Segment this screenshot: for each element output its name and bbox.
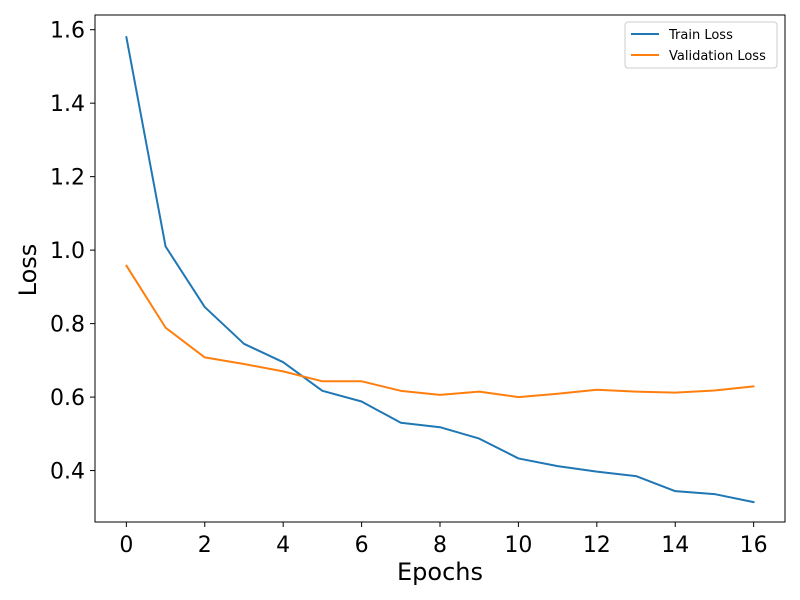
x-tick-label: 8 <box>433 533 447 558</box>
x-tick-label: 10 <box>504 533 532 558</box>
y-tick-label: 1.6 <box>50 19 85 44</box>
x-tick-label: 6 <box>355 533 369 558</box>
y-tick-label: 0.6 <box>50 386 85 411</box>
y-axis-label: Loss <box>14 244 42 297</box>
x-axis-ticks: 0 2 4 6 8 10 12 14 16 <box>119 522 768 558</box>
x-axis-label: Epochs <box>397 558 483 586</box>
y-tick-label: 1.0 <box>50 239 85 264</box>
y-tick-label: 1.2 <box>50 166 85 191</box>
series-layer <box>125 36 755 504</box>
x-tick-label: 4 <box>276 533 290 558</box>
legend-label-validation-loss: Validation Loss <box>669 49 766 64</box>
plot-area <box>94 14 786 523</box>
y-tick-label: 1.4 <box>50 92 85 117</box>
x-tick-label: 16 <box>740 533 768 558</box>
x-tick-label: 12 <box>583 533 611 558</box>
series-line-validation-loss <box>125 264 755 399</box>
y-tick-label: 0.4 <box>50 460 85 485</box>
x-tick-label: 2 <box>198 533 212 558</box>
x-tick-label: 14 <box>661 533 689 558</box>
legend-label-train-loss: Train Loss <box>668 28 733 43</box>
legend: Train Loss Validation Loss <box>624 21 778 69</box>
series-line-train-loss <box>125 36 755 504</box>
legend-box <box>624 21 778 69</box>
x-tick-label: 0 <box>119 533 133 558</box>
y-tick-label: 0.8 <box>50 313 85 338</box>
y-axis-ticks: 0.4 0.6 0.8 1.0 1.2 1.4 1.6 <box>50 19 95 485</box>
